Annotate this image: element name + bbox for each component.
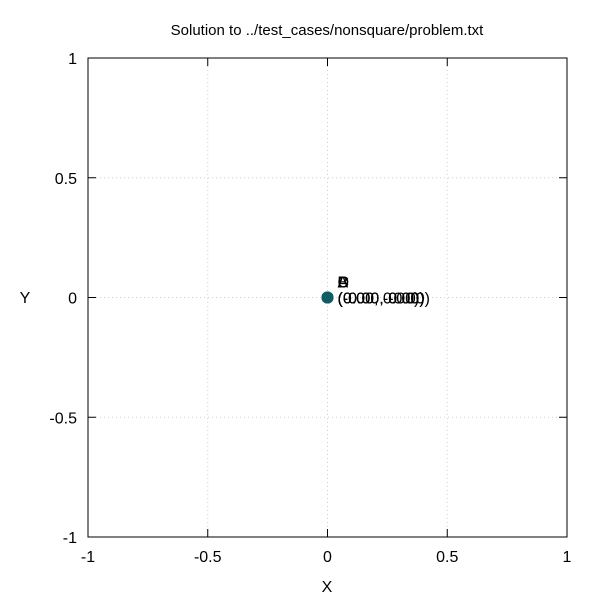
chart-title: Solution to ../test_cases/nonsquare/prob… <box>171 22 485 39</box>
point-coord-label: (0.00, 0.00) <box>338 291 420 308</box>
point-coord-label: (-0.00, -0.00) <box>338 291 430 308</box>
x-tick-label: 0.5 <box>436 549 458 566</box>
x-axis-title: X <box>322 579 333 596</box>
y-axis-title: Y <box>20 290 31 307</box>
x-tick-label: 1 <box>563 549 572 566</box>
point-coord-label: (-0.00, 0.00) <box>338 291 425 308</box>
y-tick-label: 0.5 <box>55 171 77 188</box>
point-coord-label: (0.00, -0.00) <box>338 291 425 308</box>
y-tick-label: -0.5 <box>49 410 77 427</box>
data-point <box>321 291 334 304</box>
data-points: A(0.00, 0.00)B(0.00, -0.00)C(-0.00, 0.00… <box>321 275 430 308</box>
axis-ticks <box>87 57 568 538</box>
point-name-label: D <box>338 275 350 292</box>
tick-labels: -1 -0.5 0 0.5 1 -1 -0.5 0 0.5 1 <box>49 51 571 566</box>
x-tick-label: -1 <box>81 549 95 566</box>
point-name-label: B <box>338 275 349 292</box>
x-tick-label: -0.5 <box>194 549 222 566</box>
y-tick-label: 0 <box>68 291 77 308</box>
point-name-label: C <box>338 275 350 292</box>
y-tick-label: -1 <box>63 530 77 547</box>
y-tick-label: 1 <box>68 51 77 68</box>
point-name-label: A <box>338 275 349 292</box>
x-tick-label: 0 <box>323 549 332 566</box>
